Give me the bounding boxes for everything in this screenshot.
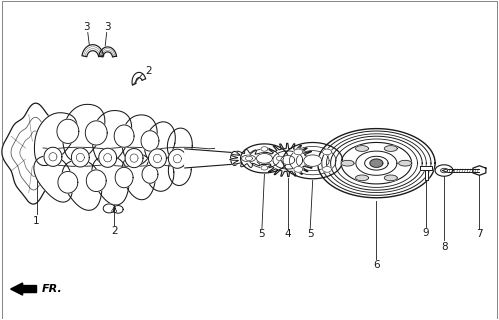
Text: 2: 2: [111, 226, 117, 236]
Polygon shape: [82, 45, 103, 57]
Polygon shape: [256, 154, 272, 163]
Polygon shape: [141, 131, 159, 151]
Polygon shape: [92, 156, 129, 205]
Polygon shape: [322, 166, 331, 172]
Polygon shape: [34, 156, 73, 202]
Polygon shape: [71, 148, 89, 167]
Polygon shape: [355, 175, 368, 181]
Text: 7: 7: [476, 229, 483, 239]
Text: FR.: FR.: [41, 284, 62, 294]
Polygon shape: [294, 149, 303, 155]
Polygon shape: [399, 160, 412, 166]
Polygon shape: [442, 169, 447, 172]
Polygon shape: [318, 129, 435, 198]
Polygon shape: [113, 205, 123, 213]
Polygon shape: [322, 149, 331, 155]
Polygon shape: [44, 147, 62, 166]
Polygon shape: [341, 142, 412, 184]
Polygon shape: [294, 166, 303, 172]
Polygon shape: [58, 172, 78, 193]
Polygon shape: [261, 147, 268, 151]
Polygon shape: [146, 154, 174, 191]
Polygon shape: [355, 146, 368, 151]
Polygon shape: [62, 104, 105, 161]
Polygon shape: [365, 156, 388, 170]
Text: 6: 6: [373, 260, 380, 270]
Polygon shape: [92, 110, 132, 164]
Polygon shape: [185, 149, 235, 168]
Polygon shape: [473, 166, 486, 175]
Polygon shape: [168, 154, 191, 186]
Polygon shape: [85, 121, 107, 145]
Polygon shape: [2, 103, 67, 204]
Polygon shape: [62, 160, 102, 210]
Polygon shape: [241, 144, 288, 173]
Polygon shape: [43, 147, 215, 166]
Polygon shape: [57, 119, 79, 143]
Text: 3: 3: [104, 22, 111, 32]
Polygon shape: [145, 122, 175, 163]
Polygon shape: [384, 175, 397, 181]
Polygon shape: [304, 155, 322, 166]
Polygon shape: [261, 166, 268, 170]
Polygon shape: [356, 151, 397, 175]
Polygon shape: [230, 149, 267, 167]
Polygon shape: [115, 167, 133, 188]
Polygon shape: [425, 170, 428, 180]
Polygon shape: [99, 148, 117, 167]
Polygon shape: [149, 149, 166, 168]
Polygon shape: [260, 143, 315, 177]
Polygon shape: [435, 165, 453, 176]
Text: 5: 5: [258, 229, 265, 239]
Text: 8: 8: [441, 242, 448, 252]
Polygon shape: [283, 142, 342, 179]
Text: 4: 4: [284, 229, 291, 239]
Polygon shape: [142, 165, 158, 183]
Polygon shape: [341, 160, 354, 166]
Text: 1: 1: [33, 216, 40, 226]
Polygon shape: [125, 148, 143, 168]
Polygon shape: [167, 128, 192, 163]
Polygon shape: [246, 156, 252, 161]
Text: 2: 2: [146, 67, 152, 76]
Polygon shape: [420, 166, 432, 170]
Polygon shape: [122, 115, 157, 166]
Polygon shape: [441, 168, 448, 173]
Polygon shape: [114, 125, 134, 147]
Polygon shape: [132, 72, 146, 85]
Polygon shape: [34, 113, 77, 165]
Polygon shape: [86, 170, 106, 192]
Polygon shape: [370, 159, 383, 167]
Polygon shape: [281, 156, 295, 164]
Text: 3: 3: [83, 22, 90, 32]
Polygon shape: [384, 146, 397, 151]
Polygon shape: [276, 156, 283, 161]
Polygon shape: [231, 151, 239, 165]
Polygon shape: [103, 204, 115, 213]
Polygon shape: [122, 154, 155, 200]
Polygon shape: [447, 169, 479, 172]
Text: 9: 9: [423, 228, 430, 238]
Polygon shape: [168, 149, 186, 168]
Polygon shape: [99, 47, 116, 57]
FancyArrow shape: [10, 283, 36, 295]
Text: 5: 5: [307, 229, 313, 239]
